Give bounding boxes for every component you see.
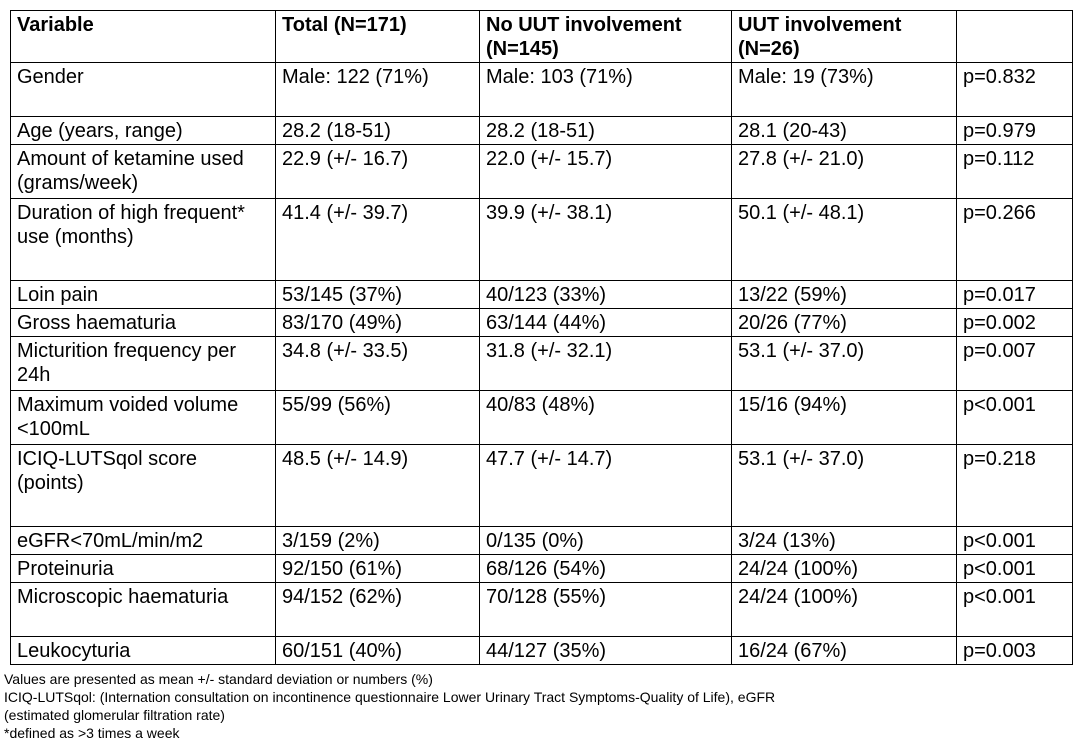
header-uut: UUT involvement (N=26)	[731, 10, 957, 63]
cell-p-value: p=0.007	[956, 336, 1073, 391]
cell-no-uut: 63/144 (44%)	[479, 308, 732, 337]
cell-uut: 27.8 (+/- 21.0)	[731, 144, 957, 199]
cell-no-uut: 31.8 (+/- 32.1)	[479, 336, 732, 391]
cell-no-uut: Male: 103 (71%)	[479, 62, 732, 117]
footnote: *defined as >3 times a week	[4, 725, 180, 741]
cell-variable: Micturition frequency per 24h	[10, 336, 276, 391]
table-row: Gross haematuria 83/170 (49%) 63/144 (44%)…	[10, 308, 1073, 337]
cell-total: 60/151 (40%)	[275, 636, 480, 665]
cell-variable: Leukocyturia	[10, 636, 276, 665]
cell-p-value: p=0.979	[956, 116, 1073, 145]
cell-uut: Male: 19 (73%)	[731, 62, 957, 117]
cell-variable: Age (years, range)	[10, 116, 276, 145]
cell-variable: Proteinuria	[10, 554, 276, 583]
cell-total: 83/170 (49%)	[275, 308, 480, 337]
cell-variable: Gender	[10, 62, 276, 117]
cell-variable: Gross haematuria	[10, 308, 276, 337]
cell-total: 48.5 (+/- 14.9)	[275, 444, 480, 527]
footnote: ICIQ-LUTSqol: (Internation consultation …	[4, 689, 776, 705]
cell-p-value: p<0.001	[956, 526, 1073, 555]
cell-uut: 24/24 (100%)	[731, 582, 957, 637]
cell-uut: 53.1 (+/- 37.0)	[731, 336, 957, 391]
header-p-value	[956, 10, 1073, 63]
table-footnotes: Values are presented as mean +/- standar…	[4, 670, 775, 742]
cell-total: 41.4 (+/- 39.7)	[275, 198, 480, 281]
cell-total: 92/150 (61%)	[275, 554, 480, 583]
table-row: Leukocyturia 60/151 (40%) 44/127 (35%) 16/2…	[10, 636, 1073, 665]
cell-no-uut: 28.2 (18-51)	[479, 116, 732, 145]
cell-p-value: p<0.001	[956, 554, 1073, 583]
cell-p-value: p=0.003	[956, 636, 1073, 665]
table-header-row: Variable Total (N=171) No UUT involvemen…	[10, 10, 1073, 63]
table-row: Micturition frequency per 24h 34.8 (+/- 3…	[10, 336, 1073, 391]
cell-p-value: p=0.266	[956, 198, 1073, 281]
cell-uut: 13/22 (59%)	[731, 280, 957, 309]
cell-total: 53/145 (37%)	[275, 280, 480, 309]
cell-p-value: p=0.832	[956, 62, 1073, 117]
table-row: Maximum voided volume <100mL 55/99 (56%) 4…	[10, 390, 1073, 445]
cell-total: 28.2 (18-51)	[275, 116, 480, 145]
footnote: Values are presented as mean +/- standar…	[4, 671, 433, 687]
footnote: (estimated glomerular filtration rate)	[4, 707, 225, 723]
cell-uut: 3/24 (13%)	[731, 526, 957, 555]
header-total: Total (N=171)	[275, 10, 480, 63]
cell-p-value: p<0.001	[956, 390, 1073, 445]
header-no-uut: No UUT involvement (N=145)	[479, 10, 732, 63]
table-row: Amount of ketamine used (grams/week) 22.9…	[10, 144, 1073, 199]
cell-total: 55/99 (56%)	[275, 390, 480, 445]
results-table: Variable Total (N=171) No UUT involvemen…	[10, 10, 1073, 665]
cell-uut: 15/16 (94%)	[731, 390, 957, 445]
cell-uut: 53.1 (+/- 37.0)	[731, 444, 957, 527]
cell-p-value: p=0.112	[956, 144, 1073, 199]
table-row: Loin pain 53/145 (37%) 40/123 (33%) 13/22 (…	[10, 280, 1073, 309]
table-row: Duration of high frequent* use (months) 4…	[10, 198, 1073, 281]
cell-p-value: p=0.017	[956, 280, 1073, 309]
cell-no-uut: 39.9 (+/- 38.1)	[479, 198, 732, 281]
table-row: Age (years, range) 28.2 (18-51) 28.2 (18-5…	[10, 116, 1073, 145]
cell-no-uut: 40/83 (48%)	[479, 390, 732, 445]
cell-total: 34.8 (+/- 33.5)	[275, 336, 480, 391]
cell-variable: Duration of high frequent* use (months)	[10, 198, 276, 281]
cell-p-value: p=0.218	[956, 444, 1073, 527]
cell-uut: 20/26 (77%)	[731, 308, 957, 337]
cell-no-uut: 0/135 (0%)	[479, 526, 732, 555]
cell-variable: Microscopic haematuria	[10, 582, 276, 637]
cell-no-uut: 47.7 (+/- 14.7)	[479, 444, 732, 527]
cell-no-uut: 70/128 (55%)	[479, 582, 732, 637]
table-row: Microscopic haematuria 94/152 (62%) 70/128…	[10, 582, 1073, 637]
table-row: eGFR<70mL/min/m2 3/159 (2%) 0/135 (0%) 3/24…	[10, 526, 1073, 555]
cell-variable: ICIQ-LUTSqol score (points)	[10, 444, 276, 527]
cell-uut: 50.1 (+/- 48.1)	[731, 198, 957, 281]
cell-uut: 24/24 (100%)	[731, 554, 957, 583]
cell-p-value: p=0.002	[956, 308, 1073, 337]
cell-variable: Maximum voided volume <100mL	[10, 390, 276, 445]
cell-variable: Amount of ketamine used (grams/week)	[10, 144, 276, 199]
cell-no-uut: 68/126 (54%)	[479, 554, 732, 583]
cell-total: 94/152 (62%)	[275, 582, 480, 637]
cell-p-value: p<0.001	[956, 582, 1073, 637]
header-variable: Variable	[10, 10, 276, 63]
cell-no-uut: 44/127 (35%)	[479, 636, 732, 665]
table-row: Proteinuria 92/150 (61%) 68/126 (54%) 24/24…	[10, 554, 1073, 583]
table-row: Gender Male: 122 (71%) Male: 103 (71%) Male…	[10, 62, 1073, 117]
table-row: ICIQ-LUTSqol score (points) 48.5 (+/- 14.…	[10, 444, 1073, 527]
cell-total: Male: 122 (71%)	[275, 62, 480, 117]
cell-total: 3/159 (2%)	[275, 526, 480, 555]
cell-no-uut: 22.0 (+/- 15.7)	[479, 144, 732, 199]
cell-variable: eGFR<70mL/min/m2	[10, 526, 276, 555]
cell-uut: 28.1 (20-43)	[731, 116, 957, 145]
cell-no-uut: 40/123 (33%)	[479, 280, 732, 309]
cell-uut: 16/24 (67%)	[731, 636, 957, 665]
cell-total: 22.9 (+/- 16.7)	[275, 144, 480, 199]
cell-variable: Loin pain	[10, 280, 276, 309]
